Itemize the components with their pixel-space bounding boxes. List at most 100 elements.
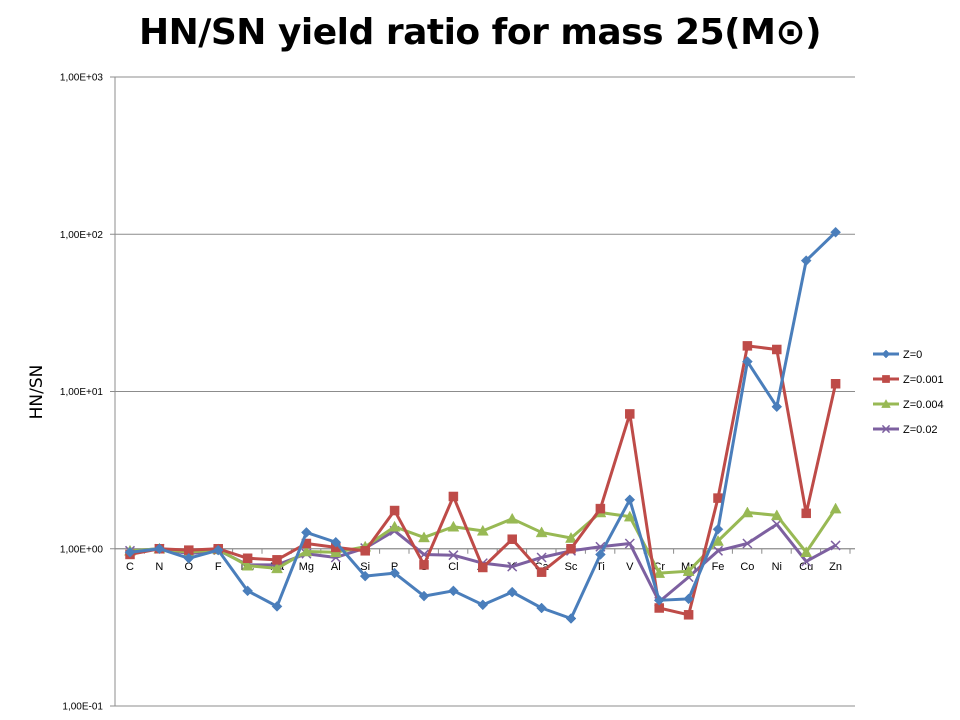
data-point [183, 552, 195, 564]
series-Z=0.001 [125, 341, 841, 620]
data-point [330, 536, 342, 548]
x-tick-label: Si [360, 561, 370, 573]
x-tick-label: C [126, 561, 134, 573]
data-point [801, 508, 811, 519]
data-point [212, 544, 224, 556]
data-point [830, 379, 841, 389]
x-tick-label: Fe [712, 561, 725, 573]
data-point [683, 610, 694, 620]
data-point [682, 565, 695, 576]
legend-label: Z=0.001 [903, 374, 944, 386]
data-point [742, 341, 753, 351]
data-point [536, 602, 547, 614]
data-point [882, 375, 890, 383]
data-point [477, 599, 489, 611]
data-point [536, 567, 547, 577]
data-point [272, 555, 282, 565]
data-point [830, 540, 841, 551]
data-point [419, 560, 429, 570]
data-point [712, 545, 724, 556]
data-point [800, 255, 812, 266]
data-point [771, 401, 783, 413]
data-point [535, 526, 548, 538]
data-point [881, 399, 891, 408]
data-point [624, 494, 636, 506]
x-tick-label: Co [740, 561, 754, 573]
data-point [388, 520, 401, 532]
data-point [154, 543, 165, 555]
data-point [624, 538, 635, 549]
data-point [124, 546, 136, 558]
data-point [566, 544, 576, 554]
data-point [507, 561, 518, 572]
data-point [242, 585, 253, 597]
data-point [389, 505, 400, 516]
x-tick-label: Mg [299, 561, 314, 573]
data-point [800, 546, 813, 558]
data-point [683, 593, 694, 605]
data-point [506, 512, 519, 524]
legend-item: Z=0.001 [873, 374, 944, 386]
data-point [418, 590, 430, 602]
x-tick-label: Ti [596, 561, 605, 573]
x-tick-label: P [391, 561, 398, 573]
legend-label: Z=0.02 [903, 424, 938, 436]
data-point [829, 502, 842, 514]
data-point [830, 226, 841, 238]
data-point [772, 344, 782, 355]
data-point [448, 550, 459, 561]
y-tick-labels: 1,00E-01 1,00E+00 1,00E+01 1,00E+02 1,00E+03 [60, 73, 104, 713]
data-point [536, 552, 547, 563]
data-point [595, 549, 606, 560]
y-tick-label: 1,00E+02 [60, 230, 104, 241]
x-tick-label: Sc [565, 561, 578, 573]
data-point [448, 491, 459, 502]
data-point [448, 585, 459, 597]
legend-item: Z=0.02 [873, 424, 938, 436]
series-Z=0 [124, 226, 841, 624]
data-point [271, 562, 283, 574]
x-tick-label: N [155, 561, 163, 573]
data-point [359, 570, 371, 582]
legend: Z=0 Z=0.001 Z=0.004 Z=0.02 [873, 349, 944, 436]
data-point [623, 510, 636, 522]
data-point [625, 409, 635, 419]
data-point [360, 546, 370, 556]
data-point [712, 523, 724, 535]
legend-label: Z=0.004 [903, 399, 944, 411]
data-point [712, 534, 724, 546]
data-point [447, 520, 460, 532]
legend-label: Z=0 [903, 349, 922, 361]
y-tick-label: 1,00E+03 [60, 73, 104, 84]
data-point [478, 562, 488, 573]
data-point [418, 531, 430, 543]
data-point [881, 349, 891, 359]
x-tick-label: O [185, 561, 194, 573]
data-point [653, 594, 665, 606]
data-point [595, 503, 606, 514]
legend-item: Z=0.004 [873, 399, 944, 411]
data-point [742, 356, 753, 367]
x-tick-label: Zn [829, 561, 842, 573]
x-tick-label: Cr [653, 561, 665, 573]
data-point [565, 613, 577, 624]
y-tick-label: 1,00E-01 [62, 702, 103, 713]
x-tick-label: Al [331, 561, 341, 573]
data-point [770, 509, 783, 521]
data-point [476, 524, 489, 536]
x-tick-label: F [215, 561, 222, 573]
data-point [713, 493, 723, 503]
data-point [242, 553, 253, 564]
gridlines [115, 76, 855, 707]
data-point [271, 601, 283, 612]
data-point [742, 538, 753, 549]
data-point [801, 556, 812, 567]
data-point [300, 545, 313, 557]
data-point [653, 567, 666, 578]
data-point [389, 567, 400, 579]
legend-item: Z=0 [873, 349, 922, 361]
x-tick-label: Cu [799, 561, 813, 573]
data-point [506, 586, 518, 598]
data-point [881, 424, 891, 434]
